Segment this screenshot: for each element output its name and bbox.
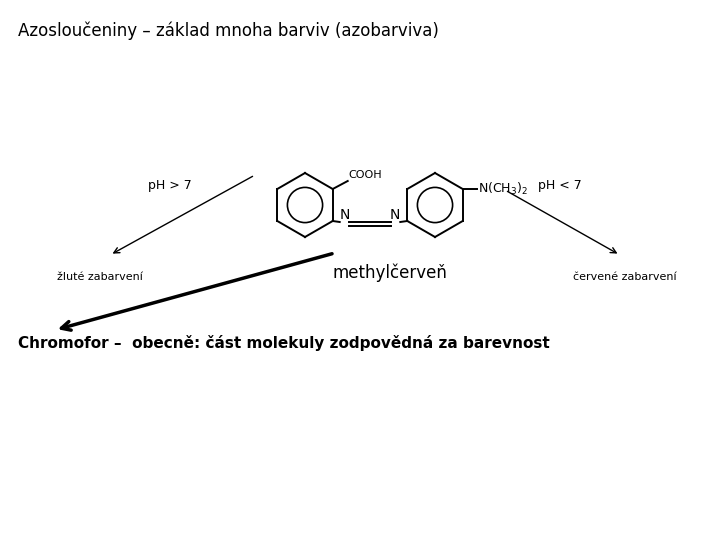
Text: N: N (390, 208, 400, 222)
Text: pH < 7: pH < 7 (538, 179, 582, 192)
Text: žluté zabarvení: žluté zabarvení (57, 272, 143, 282)
Text: COOH: COOH (348, 170, 382, 180)
Text: methylčerveň: methylčerveň (333, 263, 447, 281)
Text: Chromofor –  obecně: část molekuly zodpovědná za barevnost: Chromofor – obecně: část molekuly zodpov… (18, 335, 550, 351)
Text: Azosloučeniny – základ mnoha barviv (azobarviva): Azosloučeniny – základ mnoha barviv (azo… (18, 22, 439, 40)
Text: N(CH$_3$)$_2$: N(CH$_3$)$_2$ (477, 181, 528, 197)
Text: N: N (340, 208, 350, 222)
Text: červené zabarvení: červené zabarvení (573, 272, 677, 282)
Text: pH > 7: pH > 7 (148, 179, 192, 192)
